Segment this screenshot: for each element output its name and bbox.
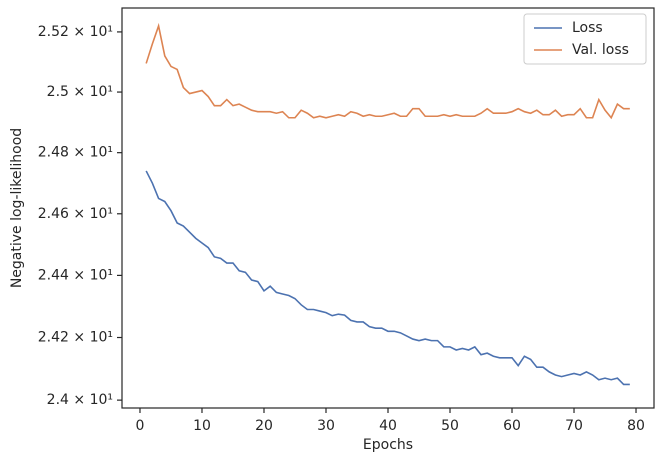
x-tick-label: 80 (627, 418, 645, 434)
y-tick-label: 2.44 × 10¹ (38, 267, 113, 283)
legend-label: Val. loss (572, 42, 629, 58)
x-tick-label: 30 (317, 418, 335, 434)
y-tick-label: 2.4 × 10¹ (47, 392, 113, 408)
y-tick-label: 2.42 × 10¹ (38, 330, 113, 346)
plot-frame (121, 7, 655, 409)
y-tick-label: 2.52 × 10¹ (38, 24, 113, 40)
legend-label: Loss (572, 20, 603, 36)
x-tick-label: 50 (441, 418, 459, 434)
x-axis-label: Epochs (363, 437, 413, 453)
y-tick-label: 2.48 × 10¹ (38, 145, 113, 161)
legend-box (523, 13, 647, 65)
y-tick-label: 2.46 × 10¹ (38, 206, 113, 222)
x-tick-label: 70 (565, 418, 583, 434)
y-axis-label: Negative log-likelihood (9, 128, 25, 288)
x-tick-label: 10 (193, 418, 211, 434)
x-tick-label: 60 (503, 418, 521, 434)
line-series (145, 170, 630, 386)
line-series (145, 22, 630, 120)
x-tick-label: 40 (379, 418, 397, 434)
y-tick-label: 2.5 × 10¹ (47, 84, 113, 100)
x-tick-label: 0 (136, 418, 145, 434)
x-tick-label: 20 (255, 418, 273, 434)
